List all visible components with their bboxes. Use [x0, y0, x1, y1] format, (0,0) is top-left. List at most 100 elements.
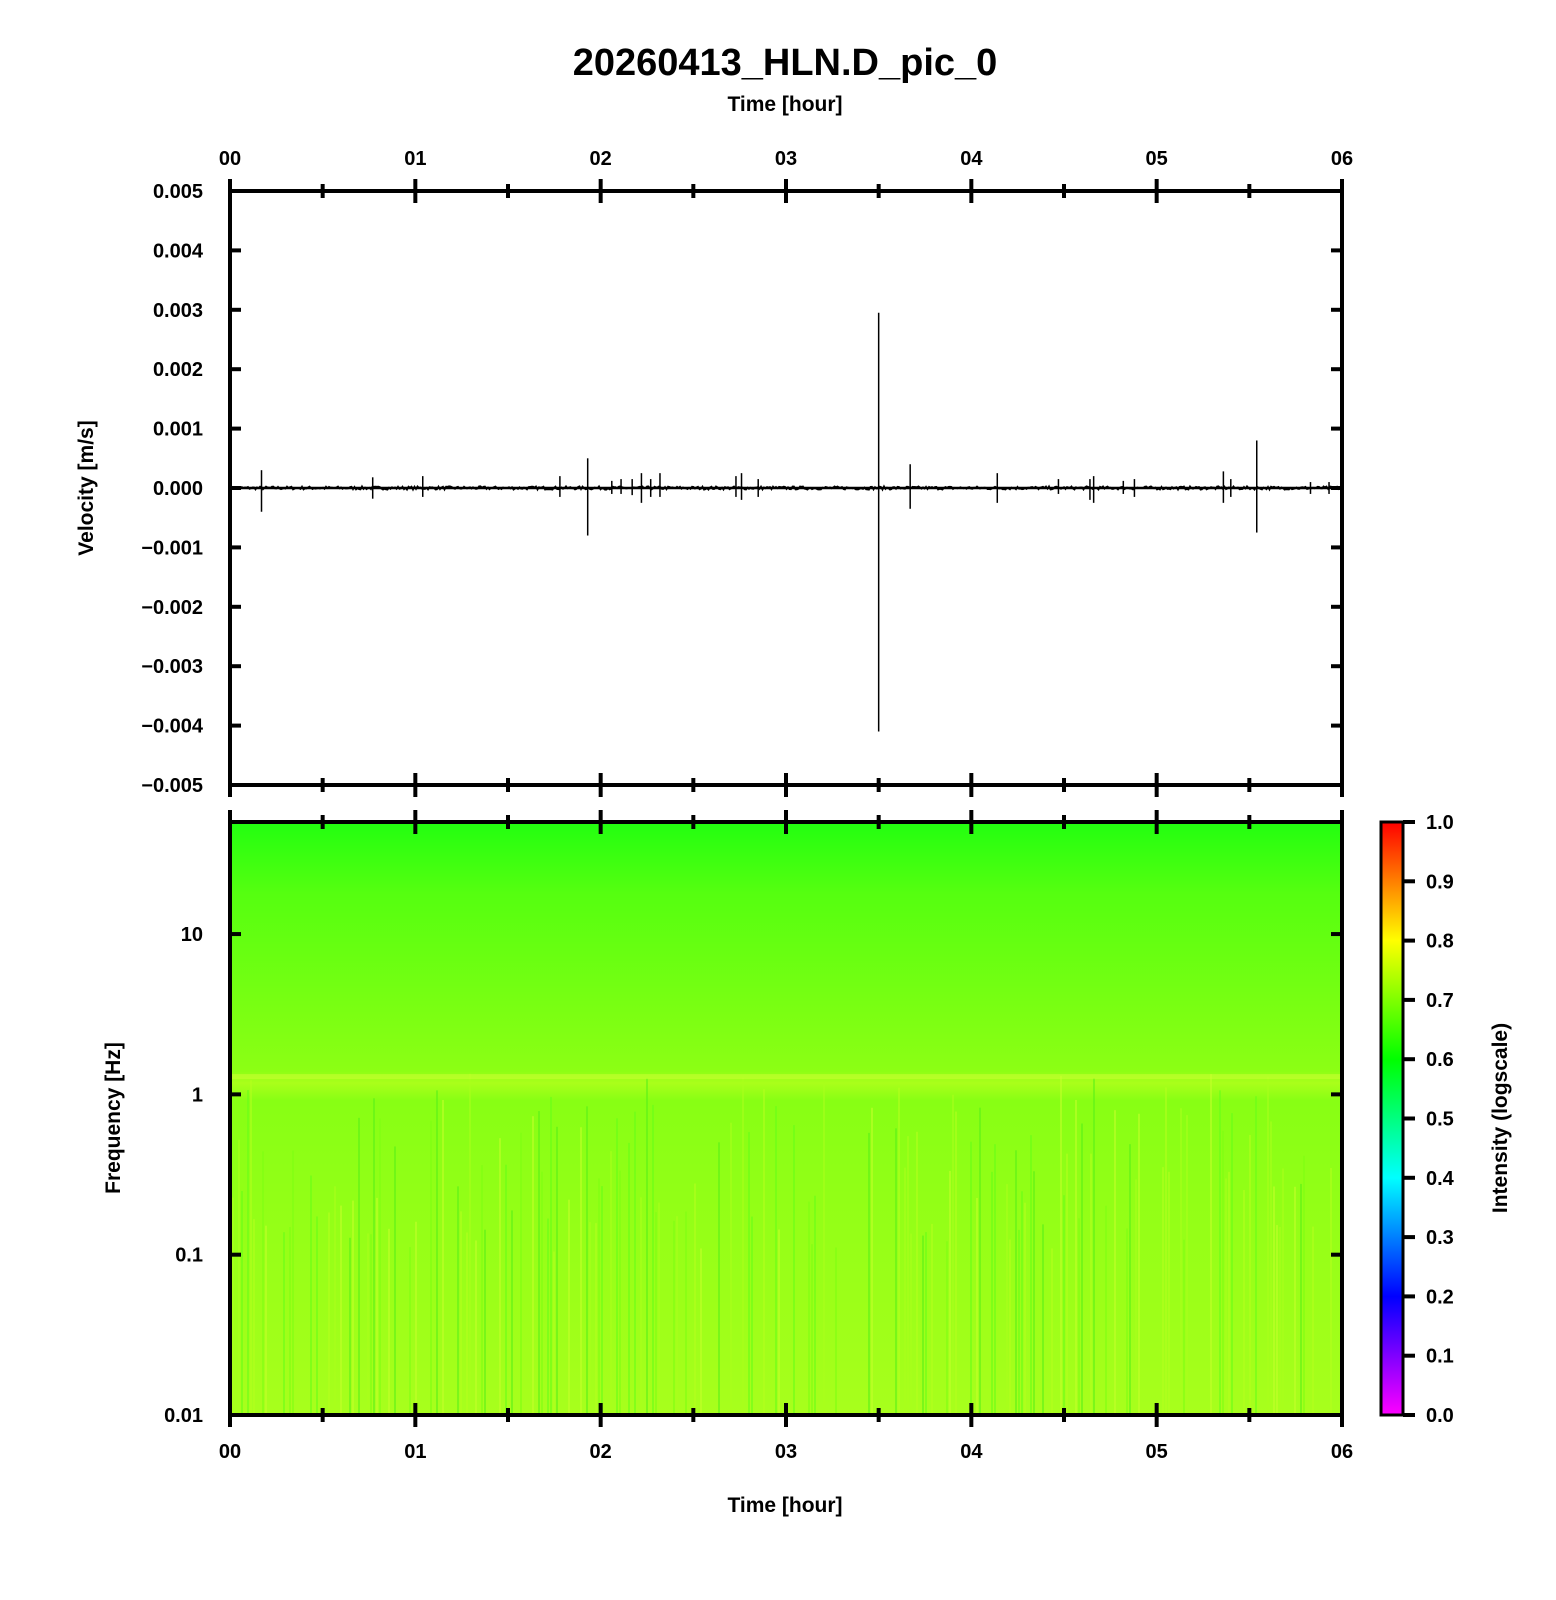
spectrogram-stripe [955, 1111, 957, 1413]
spectrogram-stripe [868, 1132, 870, 1413]
spectrogram-stripe [1276, 1225, 1278, 1413]
spectrogram-stripe [946, 1241, 948, 1413]
spectrogram-stripe [763, 1089, 765, 1413]
spectrogram-stripe [835, 1247, 837, 1413]
spectrogram-stripe [694, 1183, 696, 1413]
spectrogram-stripe [1282, 1168, 1284, 1413]
spectrogram-stripe [916, 1131, 918, 1413]
spectrogram-stripe [283, 1232, 285, 1413]
top-x-axis-label: Time [hour] [727, 93, 842, 116]
spectrogram-stripe [1165, 1087, 1167, 1413]
colorbar-tick-label: 0.9 [1426, 871, 1454, 893]
spectrogram-stripe [589, 1222, 591, 1413]
spectrogram-stripe [646, 1078, 648, 1413]
spectrogram-stripe [619, 1170, 621, 1413]
spectrogram-stripe [310, 1175, 312, 1413]
spectrogram-stripe [1033, 1171, 1035, 1413]
frequency-tick-label: 0.1 [175, 1245, 203, 1267]
frequency-axis-label: Frequency [Hz] [102, 1042, 125, 1194]
spectrogram-stripe [415, 1221, 417, 1413]
bottom-x-axis-label: Time [hour] [727, 1494, 842, 1517]
spectrogram-stripe [1225, 1178, 1227, 1413]
spectrogram-stripe [1060, 1075, 1062, 1413]
spectrogram-stripe [976, 1197, 978, 1413]
spectrogram-stripe [1138, 1113, 1140, 1413]
spectrogram-stripe [334, 1186, 336, 1413]
spectrogram-stripe [970, 1141, 972, 1413]
spectrogram-stripe [1168, 1171, 1170, 1413]
spectrogram-stripe [1018, 1229, 1020, 1413]
spectrogram-stripe [586, 1106, 588, 1413]
spectrogram-stripe [598, 1178, 600, 1413]
spectrogram-stripe [247, 1090, 249, 1413]
spectrogram-stripe [580, 1127, 582, 1413]
spectrogram-stripe [340, 1205, 342, 1413]
spectrogram-stripe [1135, 1179, 1137, 1413]
spectrogram-stripe [358, 1117, 360, 1413]
spectrogram-stripe [1075, 1099, 1077, 1413]
colorbar-tick-label: 1.0 [1426, 812, 1454, 834]
spectrogram-stripe [808, 1201, 810, 1413]
colorbar-tick-label: 0.8 [1426, 931, 1454, 953]
spectrogram-stripe [1273, 1186, 1275, 1413]
colorbar-gradient [1379, 820, 1405, 1417]
spectrogram-stripe [1162, 1167, 1164, 1413]
bottom-time-tick-label: 03 [775, 1441, 797, 1463]
velocity-tick-label: −0.004 [141, 716, 204, 738]
spectrogram-stripe [292, 1150, 294, 1413]
spectrogram-stripe [430, 1120, 432, 1413]
spectrogram-stripe [1183, 1239, 1185, 1413]
spectrogram-stripe [484, 1229, 486, 1413]
spectrogram-stripe [1279, 1226, 1281, 1413]
spectrogram-stripe [1294, 1186, 1296, 1413]
spectrogram-stripe [1300, 1183, 1302, 1413]
colorbar-tick-label: 0.1 [1426, 1346, 1454, 1368]
spectrogram-stripe [349, 1237, 351, 1413]
spectrogram-stripe [793, 1125, 795, 1413]
spectrogram-stripe [253, 1219, 255, 1413]
spectrogram-stripe [1186, 1115, 1188, 1413]
spectrogram-stripe [541, 1171, 543, 1413]
colorbar-tick-label: 0.3 [1426, 1227, 1454, 1249]
spectrogram-stripe [556, 1126, 558, 1413]
spectrogram-stripe [1051, 1248, 1053, 1413]
spectrogram-stripe [481, 1165, 483, 1413]
colorbar-label: Intensity (logscale) [1489, 1023, 1512, 1213]
spectrogram-stripe [610, 1151, 612, 1413]
spectrogram-stripe [718, 1142, 720, 1413]
spectrogram-stripe [550, 1096, 552, 1413]
spectrogram-stripe [751, 1216, 753, 1413]
velocity-tick-label: 0.004 [153, 240, 204, 262]
spectrogram-stripe [1330, 1168, 1332, 1413]
colorbar-tick-label: 0.5 [1426, 1109, 1454, 1131]
colorbar-tick-label: 0.0 [1426, 1405, 1454, 1427]
spectrogram-stripe [370, 1234, 372, 1413]
spectrogram-stripe [685, 1211, 687, 1413]
spectrogram-stripe [232, 1197, 234, 1413]
velocity-tick-label: 0.005 [153, 181, 203, 203]
spectrogram-stripe [949, 1170, 951, 1413]
spectrogram-stripe [925, 1232, 927, 1413]
spectrogram-stripe [1042, 1224, 1044, 1413]
top-time-tick-label: 05 [1146, 148, 1168, 170]
spectrogram-stripe [1030, 1135, 1032, 1413]
spectrogram-stripe [823, 1082, 825, 1413]
spectrogram-stripe [748, 1132, 750, 1413]
spectrogram-stripe [1267, 1076, 1269, 1413]
spectrogram-stripe [658, 1202, 660, 1413]
spectrogram-stripe [1249, 1134, 1251, 1413]
spectrogram-stripe [436, 1090, 438, 1413]
spectrogram-stripe [1312, 1226, 1314, 1413]
spectrogram-stripe [1066, 1153, 1068, 1413]
top-x-ticks: 00 01 02 03 04 05 06 [219, 148, 1353, 797]
spectrogram-stripe [640, 1197, 642, 1413]
top-time-tick-label: 06 [1331, 148, 1353, 170]
spectrogram-stripe [265, 1225, 267, 1413]
spectrogram-stripe [634, 1111, 636, 1413]
spectrogram-stripe [775, 1106, 777, 1413]
spectrogram-stripe [730, 1122, 732, 1413]
velocity-tick-label: 0.000 [153, 478, 203, 500]
spectrogram-stripe [1219, 1090, 1221, 1413]
bottom-time-tick-label: 04 [960, 1441, 983, 1463]
